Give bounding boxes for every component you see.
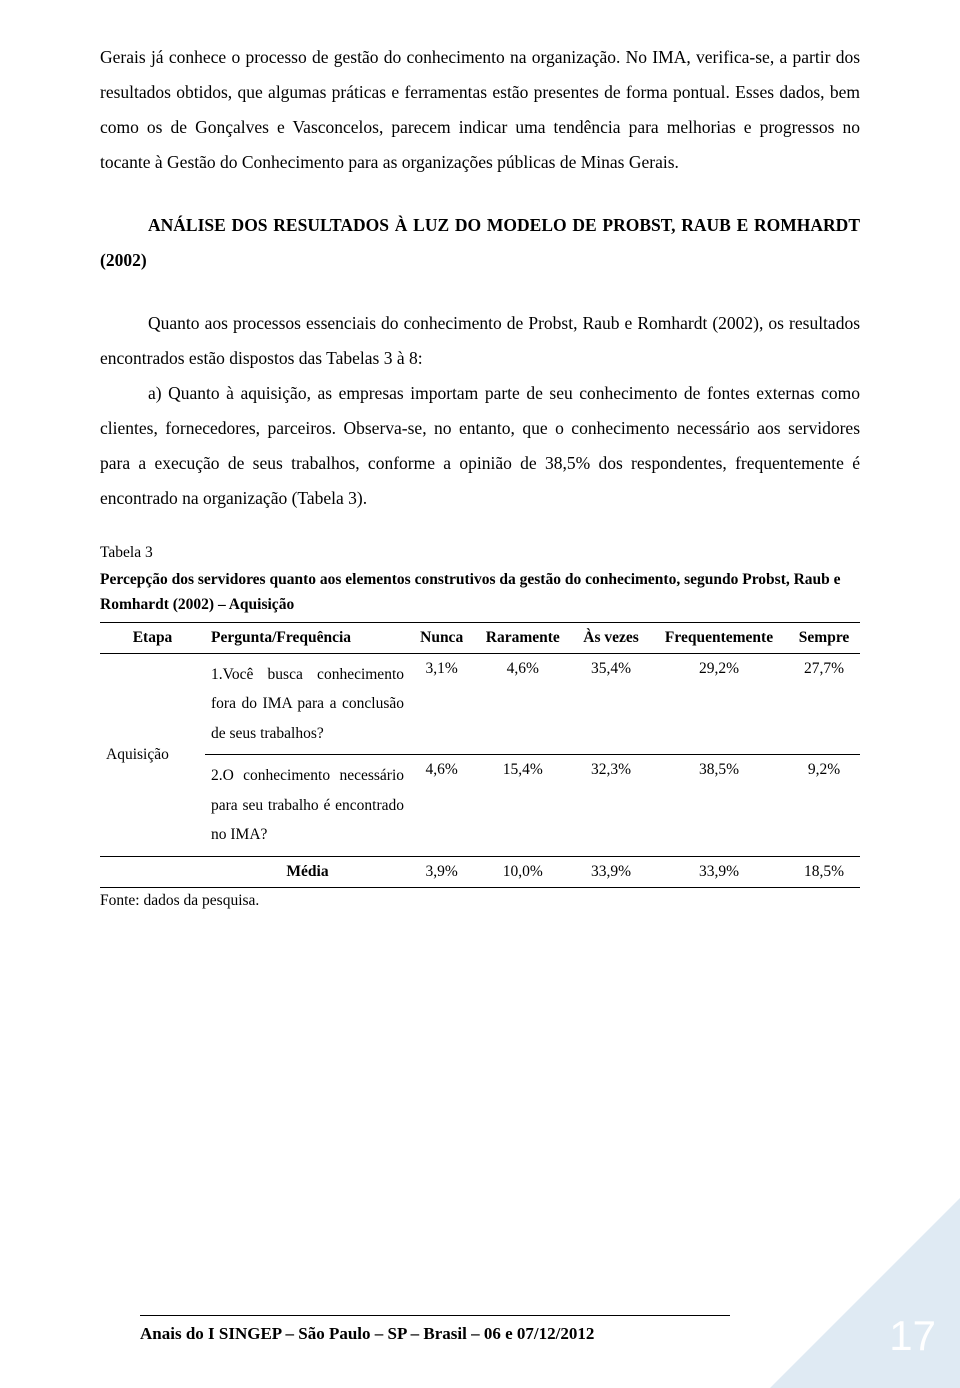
cell-val: 33,9% <box>650 856 788 887</box>
th-sempre: Sempre <box>788 622 860 653</box>
cell-val: 32,3% <box>572 755 650 856</box>
cell-empty <box>100 856 205 887</box>
table-header-row: Etapa Pergunta/Frequência Nunca Rarament… <box>100 622 860 653</box>
cell-pergunta: 2.O conhecimento necessário para seu tra… <box>205 755 410 856</box>
table-row: Aquisição 1.Você busca conhecimento fora… <box>100 653 860 754</box>
cell-val: 18,5% <box>788 856 860 887</box>
cell-val: 27,7% <box>788 653 860 754</box>
section-heading: ANÁLISE DOS RESULTADOS À LUZ DO MODELO D… <box>100 208 860 278</box>
paragraph-3: a) Quanto à aquisição, as empresas impor… <box>100 376 860 516</box>
cell-pergunta: 1.Você busca conhecimento fora do IMA pa… <box>205 653 410 754</box>
page-footer: Anais do I SINGEP – São Paulo – SP – Bra… <box>0 1258 960 1388</box>
table-caption: Tabela 3 <box>100 540 860 566</box>
cell-val: 15,4% <box>473 755 572 856</box>
table-row: 2.O conhecimento necessário para seu tra… <box>100 755 860 856</box>
th-nunca: Nunca <box>410 622 473 653</box>
table-source: Fonte: dados da pesquisa. <box>100 892 860 910</box>
table-media-row: Média 3,9% 10,0% 33,9% 33,9% 18,5% <box>100 856 860 887</box>
th-pergunta: Pergunta/Frequência <box>205 622 410 653</box>
footer-divider <box>140 1315 730 1316</box>
cell-val: 4,6% <box>410 755 473 856</box>
th-asvezes: Às vezes <box>572 622 650 653</box>
data-table: Etapa Pergunta/Frequência Nunca Rarament… <box>100 622 860 888</box>
page-number: 17 <box>889 1312 936 1360</box>
footer-text: Anais do I SINGEP – São Paulo – SP – Bra… <box>140 1324 594 1344</box>
cell-val: 3,1% <box>410 653 473 754</box>
cell-val: 38,5% <box>650 755 788 856</box>
cell-val: 3,9% <box>410 856 473 887</box>
paragraph-2: Quanto aos processos essenciais do conhe… <box>100 306 860 376</box>
cell-val: 35,4% <box>572 653 650 754</box>
th-etapa: Etapa <box>100 622 205 653</box>
cell-val: 4,6% <box>473 653 572 754</box>
paragraph-intro: Gerais já conhece o processo de gestão d… <box>100 40 860 180</box>
th-raramente: Raramente <box>473 622 572 653</box>
table-subcaption: Percepção dos servidores quanto aos elem… <box>100 568 860 618</box>
cell-val: 29,2% <box>650 653 788 754</box>
cell-etapa: Aquisição <box>100 653 205 856</box>
cell-val: 10,0% <box>473 856 572 887</box>
cell-val: 9,2% <box>788 755 860 856</box>
cell-val: 33,9% <box>572 856 650 887</box>
th-frequentemente: Frequentemente <box>650 622 788 653</box>
cell-media-label: Média <box>205 856 410 887</box>
